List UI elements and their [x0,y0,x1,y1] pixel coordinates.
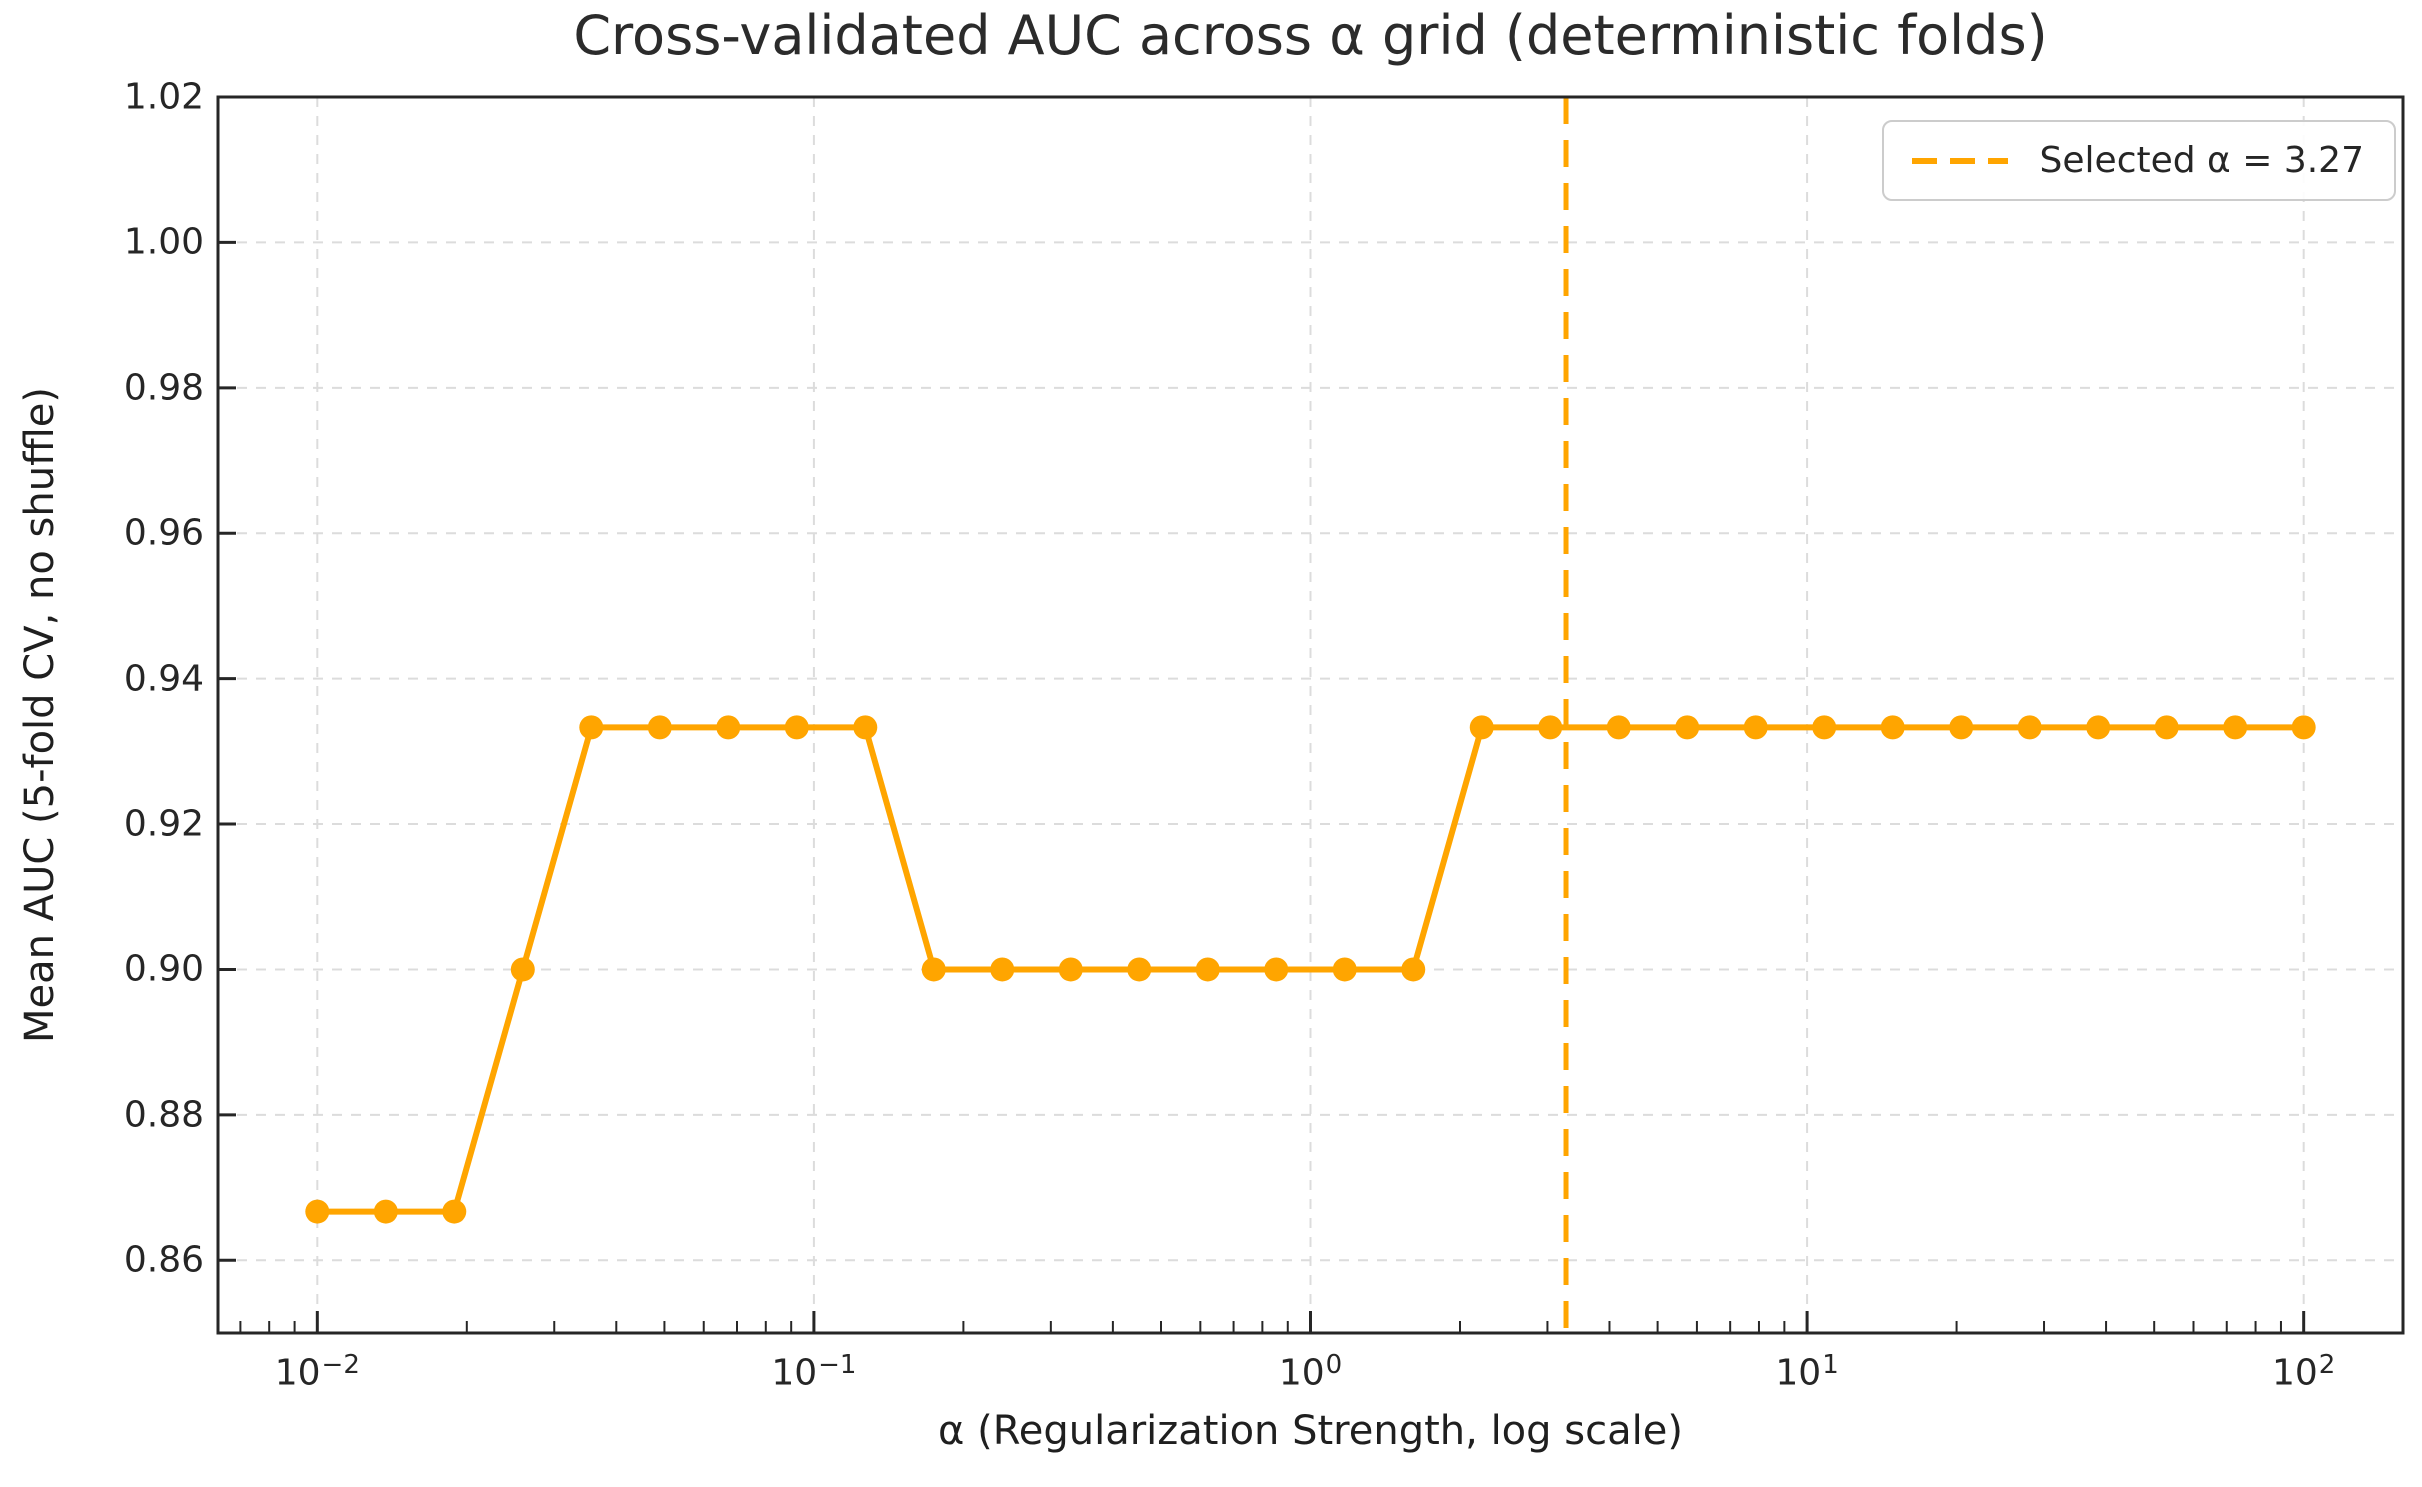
x-tick-label: 101 [1775,1350,1839,1394]
data-point [2154,715,2179,740]
y-tick-label: 0.86 [123,1239,204,1281]
data-point [510,957,535,982]
selected-alpha-legend-line-icon [1911,157,2008,164]
x-tick-label: 100 [1278,1350,1343,1394]
y-tick-label: 1.02 [123,76,204,118]
data-point [1195,957,1220,982]
data-point [1127,957,1152,982]
legend-label: Selected α = 3.27 [2039,140,2364,181]
legend: Selected α = 3.27 [1881,120,2396,201]
data-point [784,715,809,740]
data-point [2086,715,2111,740]
data-point [305,1199,330,1224]
data-point [1880,715,1905,740]
y-tick-label: 0.90 [123,948,204,990]
y-tick-label: 0.92 [123,803,204,845]
data-point [1538,715,1563,740]
y-tick-label: 1.00 [123,221,204,263]
y-tick-label: 0.88 [123,1094,204,1136]
y-tick-label: 0.98 [123,367,204,409]
data-point [2223,715,2248,740]
data-point [373,1199,398,1224]
data-point [1401,957,1426,982]
data-point [716,715,741,740]
data-point [1058,957,1083,982]
x-tick-label: 10−2 [274,1350,360,1394]
data-point [442,1199,467,1224]
data-point [1469,715,1494,740]
data-point [1332,957,1357,982]
data-point [921,957,946,982]
data-point [1675,715,1700,740]
data-point [1743,715,1768,740]
data-point [2017,715,2042,740]
data-point [1606,715,1631,740]
y-tick-label: 0.96 [123,512,204,554]
data-point [579,715,604,740]
data-point [853,715,878,740]
y-tick-label: 0.94 [123,658,204,700]
data-point [2291,715,2316,740]
data-point [990,957,1015,982]
x-tick-label: 10−1 [771,1350,857,1394]
data-point [1949,715,1974,740]
chart-title: Cross-validated AUC across α grid (deter… [573,4,2048,67]
data-point [1812,715,1837,740]
data-point [647,715,672,740]
x-tick-label: 102 [2271,1350,2336,1394]
data-point [1264,957,1289,982]
x-axis-label: α (Regularization Strength, log scale) [938,1408,1683,1454]
